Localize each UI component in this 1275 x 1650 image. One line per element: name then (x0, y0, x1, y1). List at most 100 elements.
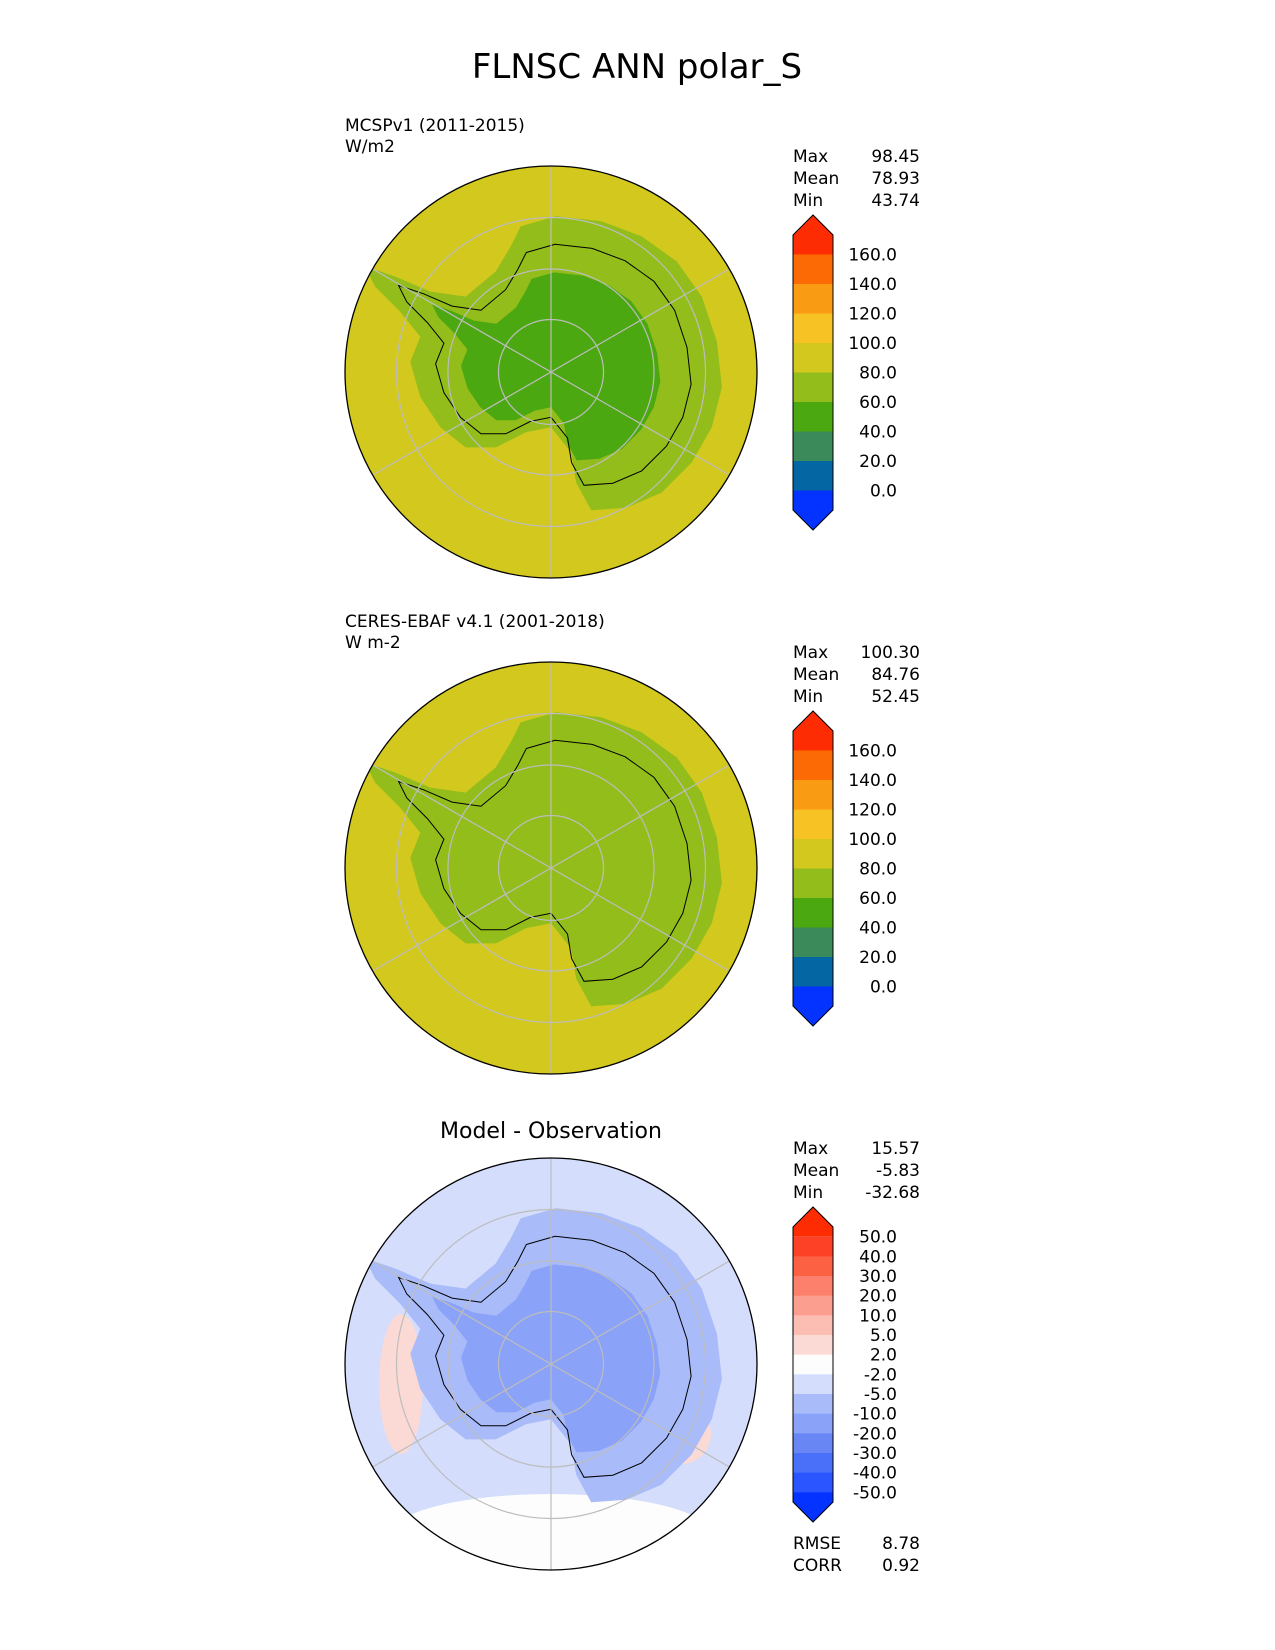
metric-name: RMSE (793, 1534, 841, 1554)
colorbar-tick-label: 30.0 (859, 1267, 897, 1287)
colorbar-tick-label: 160.0 (848, 246, 897, 266)
colorbar-tick-label: 50.0 (859, 1228, 897, 1248)
meridian-line (372, 764, 730, 972)
colorbar-segment (793, 868, 833, 899)
colorbar-segment (793, 839, 833, 869)
colorbar-segment (793, 313, 833, 344)
colorbar-tick-label: -5.0 (864, 1385, 897, 1405)
figure-title: FLNSC ANN polar_S (472, 47, 802, 87)
stat-name: Min (793, 191, 823, 211)
colorbar-segment (793, 1472, 833, 1493)
colorbar-segment (793, 1236, 833, 1257)
colorbar-tick-label: 60.0 (859, 889, 897, 909)
colorbar-tick-label: -20.0 (853, 1424, 897, 1444)
colorbar-segment (793, 1276, 833, 1297)
colorbar-segment (793, 1453, 833, 1474)
colorbar-outline (792, 214, 834, 531)
colorbar-segment (793, 402, 833, 432)
colorbar-segment (793, 1256, 833, 1277)
stat-name: Mean (793, 169, 839, 189)
stat-name: Min (793, 687, 823, 707)
stat-value: 52.45 (871, 687, 920, 707)
panel-label: MCSPv1 (2011-2015) (345, 116, 525, 136)
map-boundary (344, 165, 758, 579)
colorbar-tick-label: 80.0 (859, 364, 897, 384)
colorbar-segment (793, 1413, 833, 1434)
colorbar-segment (793, 780, 833, 810)
colorbar-tick-label: 120.0 (848, 305, 897, 325)
colorbar: 0.0 20.0 40.0 60.0 80.0 100.0 120.0 140.0 160.0 (792, 710, 897, 1027)
polar-panel-1: MCSPv1 (2011-2015)W/m2 Max 98.45 Mean 78.93 M… (344, 116, 920, 579)
stat-value: 84.76 (871, 665, 920, 685)
colorbar-segment (793, 1335, 833, 1356)
colorbar-tick-label: 40.0 (859, 423, 897, 443)
colorbar-tick-label: 80.0 (859, 860, 897, 880)
colorbar-extend-max (793, 1207, 833, 1237)
stat-value: 15.57 (871, 1139, 920, 1159)
stat-value: 78.93 (871, 169, 920, 189)
map-boundary (344, 1157, 758, 1571)
colorbar-tick-label: -30.0 (853, 1444, 897, 1464)
stat-name: Max (793, 643, 828, 663)
colorbar-segment (793, 1433, 833, 1454)
colorbar-tick-label: 5.0 (870, 1326, 897, 1346)
stat-value: 98.45 (871, 147, 920, 167)
meridian-line (372, 268, 730, 476)
interior-field (432, 768, 661, 957)
colorbar-segment (793, 1295, 833, 1316)
colorbar-tick-label: 100.0 (848, 830, 897, 850)
map-field (345, 166, 757, 578)
panel-units: W/m2 (345, 137, 395, 157)
panel-label: CERES-EBAF v4.1 (2001-2018) (345, 612, 605, 632)
colorbar-tick-label: 60.0 (859, 393, 897, 413)
stat-value: 100.30 (861, 643, 920, 663)
metric-value: 0.92 (882, 1556, 920, 1576)
colorbar-tick-label: 10.0 (859, 1306, 897, 1326)
colorbar-segment (793, 1374, 833, 1395)
colorbar-tick-label: 20.0 (859, 1287, 897, 1307)
colorbar-segment (793, 372, 833, 403)
stat-name: Min (793, 1183, 823, 1203)
colorbar-extend-max (793, 711, 833, 751)
colorbar-tick-label: 160.0 (848, 742, 897, 762)
colorbar-segment (793, 1354, 833, 1375)
positive-anomaly-patch (379, 1314, 423, 1454)
colorbar-tick-label: 0.0 (870, 978, 897, 998)
colorbar-segment (793, 957, 833, 987)
colorbar-segment (793, 461, 833, 491)
stat-name: Max (793, 1139, 828, 1159)
colorbar-tick-label: 0.0 (870, 482, 897, 502)
colorbar-extend-max (793, 215, 833, 255)
colorbar-tick-label: -50.0 (853, 1483, 897, 1503)
meridian-line (372, 1260, 730, 1468)
stat-value: -32.68 (865, 1183, 920, 1203)
colorbar-extend-min (793, 490, 833, 530)
colorbar-tick-label: -40.0 (853, 1464, 897, 1484)
colorbar-tick-label: 140.0 (848, 771, 897, 791)
colorbar-segment (793, 809, 833, 840)
colorbar-segment (793, 927, 833, 958)
stat-value: 43.74 (871, 191, 920, 211)
colorbar-segment (793, 1315, 833, 1336)
colorbar-segment (793, 431, 833, 462)
colorbar: -50.0-40.0-30.0-20.0-10.0-5.0-2.02.05.01… (792, 1206, 897, 1523)
stat-name: Max (793, 147, 828, 167)
colorbar-tick-label: 120.0 (848, 801, 897, 821)
polar-panel-3: Model - Observation Max 15.57 Mean -5.83 Min -… (344, 1119, 920, 1576)
colorbar-segment (793, 254, 833, 285)
stat-name: Mean (793, 665, 839, 685)
colorbar-segment (793, 284, 833, 314)
colorbar-segment (793, 898, 833, 928)
stat-name: Mean (793, 1161, 839, 1181)
colorbar-outline (792, 710, 834, 1027)
colorbar-tick-label: -10.0 (853, 1405, 897, 1425)
colorbar-tick-label: 2.0 (870, 1346, 897, 1366)
colorbar-tick-label: -2.0 (864, 1365, 897, 1385)
colorbar-tick-label: 20.0 (859, 948, 897, 968)
colorbar-tick-label: 40.0 (859, 919, 897, 939)
colorbar-extend-min (793, 986, 833, 1026)
colorbar-segment (793, 1394, 833, 1415)
colorbar-segment (793, 343, 833, 373)
interior-field (432, 1264, 661, 1453)
